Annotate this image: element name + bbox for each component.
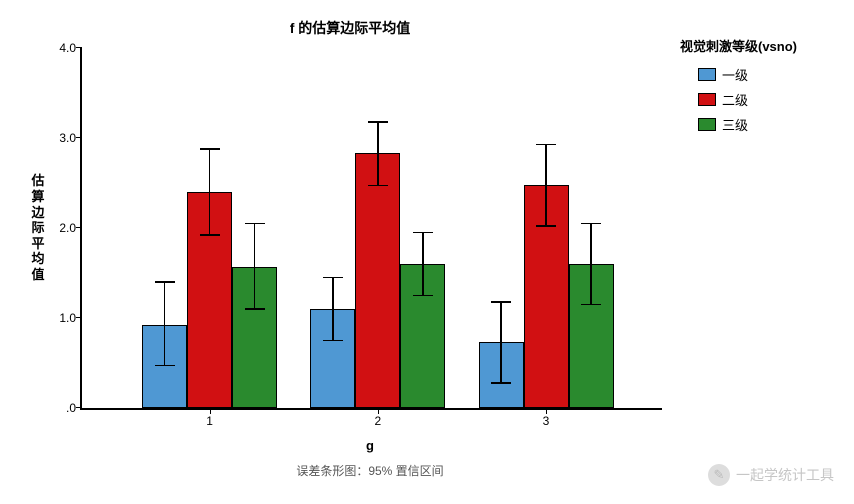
y-tick-mark — [76, 407, 82, 408]
legend-swatch — [698, 118, 716, 131]
legend-title: 视觉刺激等级(vsno) — [680, 36, 797, 55]
error-bar — [545, 144, 547, 226]
y-axis-label: 估算边际平均值 — [30, 48, 46, 408]
error-bar-cap — [200, 148, 220, 150]
x-tick-mark — [546, 408, 547, 414]
y-tick-mark — [76, 47, 82, 48]
error-bar-cap — [491, 301, 511, 303]
x-tick-mark — [378, 408, 379, 414]
legend-item: 二级 — [698, 90, 797, 109]
legend-item: 一级 — [698, 65, 797, 84]
error-bar-cap — [155, 365, 175, 367]
legend-label: 三级 — [722, 115, 748, 134]
chart-caption: 误差条形图：95% 置信区间 — [80, 462, 660, 479]
error-bar-cap — [536, 225, 556, 227]
error-bar — [332, 278, 334, 341]
error-bar-cap — [368, 121, 388, 123]
y-tick-label: 3.0 — [59, 131, 82, 145]
error-bar-cap — [155, 281, 175, 283]
watermark-icon: ✎ — [708, 464, 730, 486]
y-tick-mark — [76, 317, 82, 318]
error-bar — [164, 282, 166, 366]
error-bar-cap — [413, 232, 433, 234]
watermark-text: 一起学统计工具 — [736, 465, 834, 485]
y-tick-label: .0 — [66, 401, 82, 415]
plot-area: .01.02.03.04.0123 — [80, 48, 662, 410]
y-tick-mark — [76, 137, 82, 138]
chart-canvas: f 的估算边际平均值 估算边际平均值 .01.02.03.04.0123 g 误… — [0, 0, 854, 504]
error-bar — [422, 233, 424, 296]
x-axis-label: g — [80, 438, 660, 453]
y-tick-mark — [76, 227, 82, 228]
legend-swatch — [698, 68, 716, 81]
error-bar-cap — [200, 234, 220, 236]
legend-item: 三级 — [698, 115, 797, 134]
legend-swatch — [698, 93, 716, 106]
error-bar-cap — [323, 340, 343, 342]
error-bar-cap — [245, 308, 265, 310]
watermark: ✎ 一起学统计工具 — [708, 464, 834, 486]
error-bar-cap — [323, 277, 343, 279]
error-bar — [254, 224, 256, 310]
bar — [355, 153, 400, 408]
chart-title: f 的估算边际平均值 — [0, 18, 700, 38]
y-tick-label: 2.0 — [59, 221, 82, 235]
legend: 视觉刺激等级(vsno) 一级二级三级 — [680, 36, 797, 140]
y-tick-label: 4.0 — [59, 41, 82, 55]
error-bar — [209, 149, 211, 235]
y-tick-label: 1.0 — [59, 311, 82, 325]
error-bar — [377, 122, 379, 186]
error-bar-cap — [581, 304, 601, 306]
error-bar-cap — [491, 382, 511, 384]
x-tick-mark — [210, 408, 211, 414]
error-bar-cap — [581, 223, 601, 225]
error-bar-cap — [413, 295, 433, 297]
error-bar-cap — [245, 223, 265, 225]
legend-label: 二级 — [722, 90, 748, 109]
error-bar-cap — [536, 144, 556, 146]
error-bar-cap — [368, 185, 388, 187]
legend-label: 一级 — [722, 65, 748, 84]
error-bar — [590, 224, 592, 305]
error-bar — [500, 302, 502, 383]
